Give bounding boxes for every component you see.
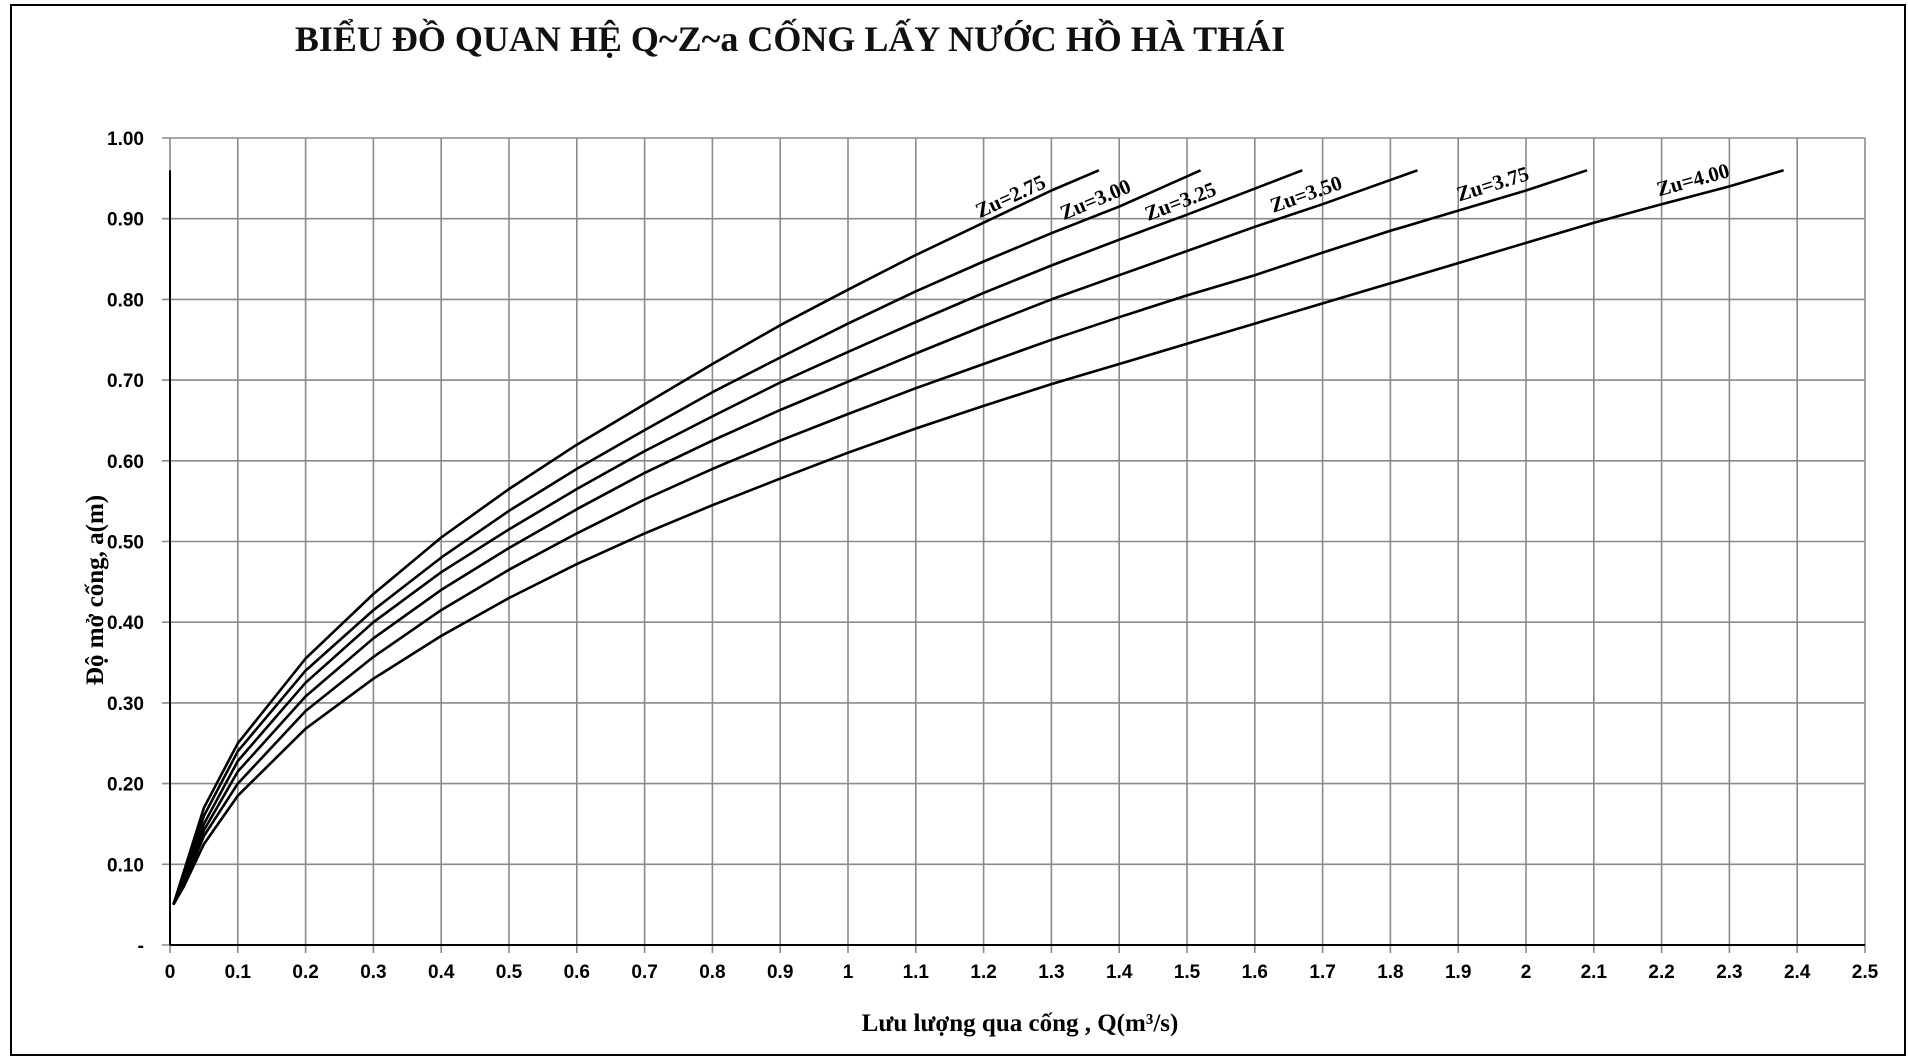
x-tick-label: 1.4	[1106, 962, 1133, 983]
x-tick-label: 0.9	[767, 962, 793, 983]
series-line-4	[172, 169, 1418, 906]
x-tick-label: 1.9	[1445, 962, 1471, 983]
y-tick-label: 0.70	[107, 371, 144, 392]
y-tick-label: -	[138, 936, 144, 957]
x-tick-label: 0.8	[699, 962, 725, 983]
tick-labels: 0 0.1 0.2 0.3 0.4 0.5 0.6 0.7 0.8 0.9 1 1.1 1.2 1.3 1.…	[107, 129, 1879, 983]
x-axis-label: Lưu lượng qua cống , Q(m³/s)	[861, 1010, 1179, 1037]
chart-frame	[10, 4, 1906, 1056]
y-tick-label: 0.10	[107, 855, 144, 876]
x-tick-label: 2.2	[1648, 962, 1674, 983]
x-tick-label: 1.6	[1242, 962, 1268, 983]
series-line-5	[172, 169, 1588, 906]
x-tick-label: 0.6	[564, 962, 590, 983]
series-line-2	[172, 169, 1202, 906]
x-tick-label: 1.5	[1174, 962, 1201, 983]
x-tick-label: 0.4	[428, 962, 455, 983]
series-lines	[172, 169, 1784, 906]
x-tick-label: 2.1	[1581, 962, 1608, 983]
x-tick-label: 1.1	[903, 962, 930, 983]
y-tick-label: 0.90	[107, 210, 144, 231]
x-tick-label: 2.5	[1852, 962, 1879, 983]
x-tick-label: 2	[1521, 962, 1532, 983]
axes	[169, 170, 1865, 946]
x-tick-label: 0.5	[496, 962, 523, 983]
y-tick-label: 0.40	[107, 613, 144, 634]
y-tick-label: 0.80	[107, 290, 144, 311]
y-tick-label: 1.00	[107, 129, 144, 150]
series-line-3	[172, 169, 1303, 906]
series-line-6	[172, 169, 1784, 906]
x-tick-label: 2.3	[1716, 962, 1742, 983]
grid	[162, 137, 1866, 953]
x-tick-label: 1	[843, 962, 854, 983]
x-tick-label: 1.2	[970, 962, 996, 983]
x-tick-label: 0.1	[225, 962, 252, 983]
x-tick-label: 1.3	[1038, 962, 1064, 983]
x-tick-label: 2.4	[1784, 962, 1811, 983]
x-tick-label: 1.7	[1309, 962, 1335, 983]
x-tick-label: 0	[165, 962, 176, 983]
x-tick-label: 0.2	[292, 962, 318, 983]
x-tick-label: 0.7	[631, 962, 657, 983]
chart-title: BIỂU ĐỒ QUAN HỆ Q~Z~a CỐNG LẤY NƯỚC HỒ H…	[294, 19, 1286, 59]
y-tick-label: 0.20	[107, 775, 144, 796]
x-tick-label: 1.8	[1377, 962, 1403, 983]
y-tick-label: 0.60	[107, 452, 144, 473]
y-tick-label: 0.30	[107, 694, 144, 715]
y-tick-label: 0.50	[107, 533, 144, 554]
x-tick-label: 0.3	[360, 962, 386, 983]
series-line-1	[172, 169, 1100, 905]
